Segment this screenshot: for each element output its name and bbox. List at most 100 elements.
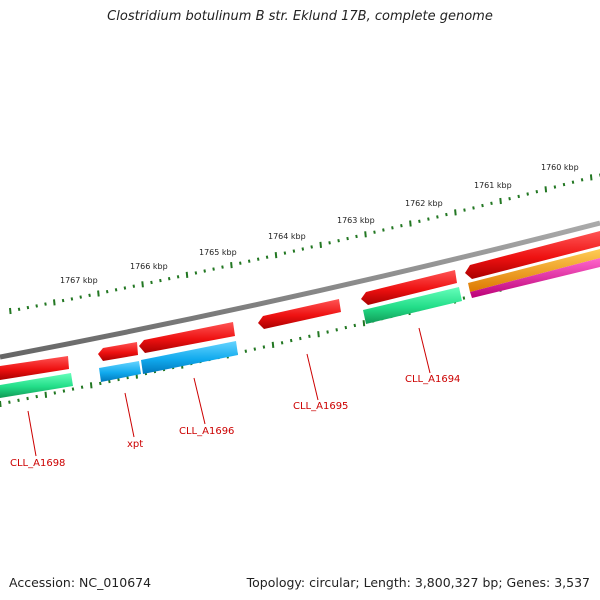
gene-arrow[interactable]	[99, 361, 141, 382]
major-tick	[319, 241, 322, 248]
minor-tick	[472, 206, 475, 210]
gene-arrow[interactable]	[258, 299, 341, 329]
scale-label: 1763 kbp	[337, 216, 375, 225]
major-tick	[317, 331, 320, 338]
minor-tick	[373, 230, 376, 234]
major-tick	[89, 382, 93, 389]
scale-label: 1760 kbp	[541, 163, 579, 172]
major-tick	[0, 400, 2, 408]
minor-tick	[53, 391, 57, 395]
minor-tick	[176, 275, 180, 279]
minor-tick	[150, 280, 153, 285]
minor-tick	[301, 247, 305, 251]
minor-tick	[71, 387, 75, 391]
minor-tick	[62, 389, 66, 393]
scale-label: 1762 kbp	[405, 199, 443, 208]
minor-tick	[353, 323, 357, 328]
gene-label[interactable]: CLL_A1696	[179, 426, 234, 437]
minor-tick	[481, 203, 484, 208]
minor-tick	[382, 228, 385, 232]
minor-tick	[299, 336, 302, 341]
minor-tick	[159, 278, 162, 283]
minor-tick	[262, 345, 266, 349]
minor-tick	[490, 201, 493, 205]
scale-label: 1761 kbp	[474, 181, 512, 190]
minor-tick	[571, 180, 575, 184]
minor-tick	[328, 241, 331, 245]
gene-arrow[interactable]	[361, 270, 457, 305]
minor-tick	[203, 269, 206, 273]
major-tick	[97, 290, 100, 297]
minor-tick	[194, 271, 198, 275]
gene-arrow[interactable]	[470, 258, 600, 298]
minor-tick	[61, 298, 65, 303]
minor-tick	[337, 239, 340, 243]
gene-label[interactable]: CLL_A1698	[10, 458, 65, 469]
minor-tick	[326, 330, 329, 334]
minor-tick	[99, 381, 102, 386]
minor-tick	[391, 226, 394, 230]
major-tick	[141, 281, 144, 288]
gene-label[interactable]: CLL_A1695	[293, 401, 348, 412]
minor-tick	[310, 245, 313, 249]
major-tick	[230, 262, 233, 269]
major-tick	[409, 220, 412, 227]
accession-text: Accession: NC_010674	[9, 575, 152, 590]
major-tick	[185, 271, 189, 278]
minor-tick	[239, 261, 242, 265]
scale-label: 1767 kbp	[60, 276, 98, 285]
major-tick	[589, 174, 593, 181]
minor-tick	[292, 249, 296, 253]
minor-tick	[265, 255, 269, 259]
major-tick	[271, 341, 275, 348]
gene-arrow[interactable]	[0, 373, 73, 398]
minor-tick	[8, 400, 11, 404]
minor-tick	[562, 182, 566, 187]
gene-arrow[interactable]	[141, 341, 238, 374]
scale-label: 1765 kbp	[199, 248, 237, 257]
minor-tick	[436, 215, 439, 219]
minor-tick	[17, 398, 20, 402]
gene-arrow[interactable]	[468, 249, 600, 292]
major-tick	[53, 299, 56, 306]
gene-arrow[interactable]	[363, 287, 462, 324]
minor-tick	[289, 338, 293, 343]
minor-tick	[463, 208, 466, 212]
gene-arrow[interactable]	[465, 231, 600, 279]
gene-labels: CLL_A1698 xpt CLL_A1696 CLL_A1695 CLL_A1…	[10, 374, 460, 469]
gene-arrow[interactable]	[0, 356, 69, 380]
map-title: Clostridium botulinum B str. Eklund 17B,…	[107, 9, 493, 24]
minor-tick	[70, 297, 74, 301]
minor-tick	[105, 290, 109, 294]
minor-tick	[445, 212, 448, 217]
minor-tick	[35, 394, 38, 399]
gene-arrow[interactable]	[139, 322, 235, 353]
major-tick	[9, 307, 12, 315]
major-tick	[274, 252, 278, 259]
minor-tick	[35, 304, 38, 308]
minor-tick	[212, 267, 215, 271]
minor-tick	[427, 217, 430, 221]
gene-arrow[interactable]	[98, 342, 138, 361]
minor-tick	[88, 293, 91, 297]
minor-tick	[132, 284, 136, 288]
minor-tick	[580, 178, 584, 182]
minor-tick	[26, 396, 29, 401]
scale-label: 1764 kbp	[268, 232, 306, 241]
minor-tick	[517, 194, 520, 199]
gene-label[interactable]: CLL_A1694	[405, 374, 460, 385]
major-tick	[544, 186, 548, 193]
topology-text: Topology: circular; Length: 3,800,327 bp…	[246, 575, 590, 590]
minor-tick	[247, 259, 251, 263]
minor-tick	[335, 328, 338, 332]
genome-backbone	[0, 220, 600, 360]
minor-tick	[462, 296, 466, 300]
major-tick	[454, 209, 457, 216]
minor-tick	[355, 234, 358, 239]
major-tick	[364, 231, 367, 238]
reverse-strand-genes	[0, 249, 600, 398]
major-tick	[44, 391, 48, 398]
major-tick	[499, 197, 502, 205]
minor-tick	[80, 385, 84, 389]
gene-label[interactable]: xpt	[127, 439, 143, 450]
